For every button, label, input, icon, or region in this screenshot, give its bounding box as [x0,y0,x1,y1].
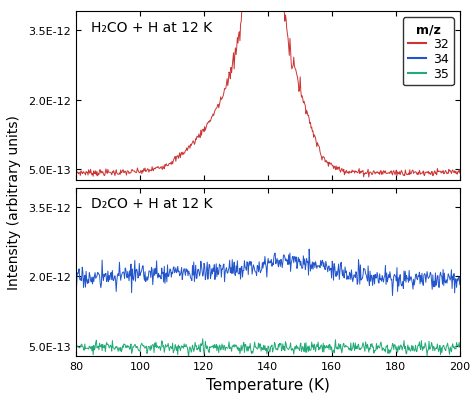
X-axis label: Temperature (K): Temperature (K) [206,377,330,392]
Legend: 32, 34, 35: 32, 34, 35 [402,18,454,86]
Text: D₂CO + H at 12 K: D₂CO + H at 12 K [91,197,213,211]
Text: H₂CO + H at 12 K: H₂CO + H at 12 K [91,21,212,34]
Text: Intensity (arbitrary units): Intensity (arbitrary units) [7,115,21,290]
